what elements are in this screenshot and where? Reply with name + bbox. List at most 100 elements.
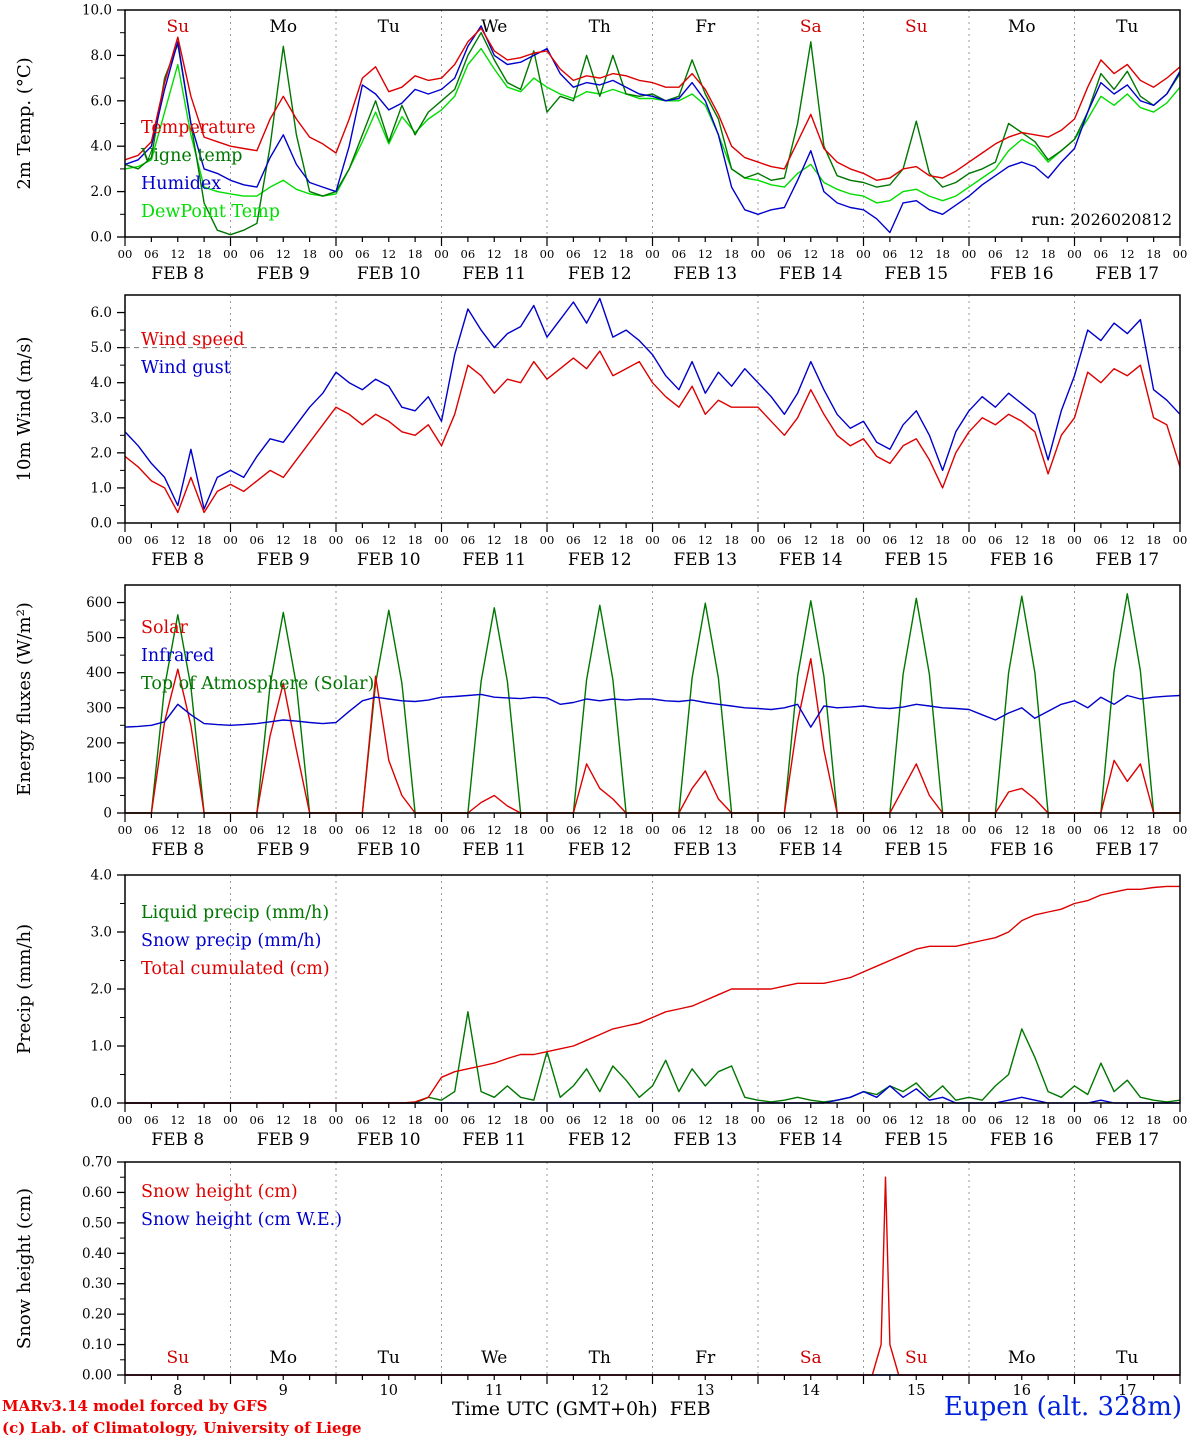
month-label: FEB	[669, 1398, 711, 1420]
x-day-label: FEB 9	[257, 840, 310, 860]
x-day-label: FEB 10	[357, 550, 421, 570]
x-hour-label: 12	[698, 823, 713, 837]
x-day-label: FEB 15	[884, 840, 948, 860]
x-daynum-label: 12	[591, 1383, 609, 1399]
x-hour-label: 12	[487, 533, 502, 547]
y-tick-label: 0.0	[91, 1096, 112, 1112]
x-hour-label: 18	[935, 823, 950, 837]
x-hour-label: 00	[223, 533, 238, 547]
legend-snow-height-cm-w-e-: Snow height (cm W.E.)	[141, 1210, 342, 1230]
x-hour-label: 00	[856, 1113, 871, 1127]
x-hour-label: 06	[461, 1113, 476, 1127]
y-tick-label: 8.0	[91, 48, 112, 64]
x-hour-label: 00	[1173, 247, 1188, 261]
day-name-bottom: Su	[166, 1348, 189, 1368]
x-hour-label: 06	[461, 823, 476, 837]
panel-1: 0.0 2.0 4.0 6.0 8.0 10.0 00 06 12 18 00 06 12 18 00 06 1…	[14, 3, 1187, 285]
x-hour-label: 00	[1067, 1113, 1082, 1127]
x-day-label: FEB 8	[151, 1130, 204, 1150]
x-hour-label: 00	[962, 533, 977, 547]
x-hour-label: 06	[355, 1113, 370, 1127]
x-hour-label: 18	[302, 823, 317, 837]
x-day-label: FEB 10	[357, 1130, 421, 1150]
day-name-bottom: We	[481, 1348, 507, 1368]
model-credit-line1: MARv3.14 model forced by GFS	[2, 1397, 268, 1415]
x-hour-label: 12	[698, 247, 713, 261]
y-tick-label: 2.0	[91, 445, 112, 461]
x-day-label: FEB 8	[151, 550, 204, 570]
x-day-label: FEB 10	[357, 840, 421, 860]
x-hour-label: 00	[118, 247, 133, 261]
x-day-label: FEB 11	[462, 1130, 526, 1150]
y-tick-label: 6.0	[91, 93, 112, 109]
legend-wind-speed: Wind speed	[141, 330, 244, 350]
x-day-label: FEB 15	[884, 550, 948, 570]
x-day-label: FEB 17	[1095, 550, 1159, 570]
x-hour-label: 12	[381, 823, 396, 837]
x-hour-label: 06	[566, 247, 581, 261]
x-hour-label: 00	[751, 247, 766, 261]
x-hour-label: 06	[883, 823, 898, 837]
y-tick-label: 4.0	[91, 375, 112, 391]
x-hour-label: 00	[751, 533, 766, 547]
x-hour-label: 12	[909, 533, 924, 547]
x-hour-label: 00	[540, 1113, 555, 1127]
x-hour-label: 00	[1067, 533, 1082, 547]
x-day-label: FEB 8	[151, 264, 204, 284]
y-tick-label: 10.0	[82, 3, 112, 19]
x-hour-label: 00	[434, 823, 449, 837]
day-name-bottom: Mo	[1008, 1348, 1036, 1368]
x-day-label: FEB 12	[568, 550, 632, 570]
x-day-label: FEB 9	[257, 264, 310, 284]
x-day-label: FEB 13	[673, 550, 737, 570]
legend-infrared: Infrared	[141, 646, 214, 666]
y-tick-label: 400	[86, 665, 112, 681]
x-hour-label: 18	[1041, 533, 1056, 547]
x-hour-label: 00	[329, 247, 344, 261]
x-hour-label: 18	[1146, 1113, 1161, 1127]
x-hour-label: 06	[355, 247, 370, 261]
x-hour-label: 06	[883, 533, 898, 547]
x-hour-label: 12	[698, 1113, 713, 1127]
model-credit-line2: (c) Lab. of Climatology, University of L…	[2, 1418, 362, 1437]
x-day-label: FEB 9	[257, 1130, 310, 1150]
x-hour-label: 12	[698, 533, 713, 547]
x-hour-label: 18	[513, 823, 528, 837]
x-hour-label: 00	[118, 533, 133, 547]
x-hour-label: 00	[751, 823, 766, 837]
x-axis-title: Time UTC (GMT+0h) FEB	[452, 1398, 711, 1420]
legend-dewpoint-temp: DewPoint Temp	[141, 202, 280, 222]
legend-wind-gust: Wind gust	[141, 358, 231, 378]
y-axis-title: Energy fluxes (W/m²)	[14, 602, 35, 796]
x-hour-label: 06	[777, 533, 792, 547]
y-tick-label: 2.0	[91, 982, 112, 998]
legend-temperature: Temperature	[141, 118, 256, 138]
x-hour-label: 18	[408, 1113, 423, 1127]
x-hour-label: 12	[170, 247, 185, 261]
x-hour-label: 12	[1014, 533, 1029, 547]
x-hour-label: 00	[645, 533, 660, 547]
y-tick-label: 0.0	[91, 230, 112, 246]
day-name-bottom: Th	[589, 1348, 611, 1368]
day-name-bottom: Fr	[695, 1348, 716, 1368]
x-hour-label: 06	[355, 823, 370, 837]
y-tick-label: 300	[86, 700, 112, 716]
x-hour-label: 00	[962, 247, 977, 261]
x-hour-label: 00	[1067, 823, 1082, 837]
x-day-label: FEB 14	[779, 264, 843, 284]
x-hour-label: 00	[540, 533, 555, 547]
x-hour-label: 12	[909, 823, 924, 837]
x-hour-label: 00	[645, 823, 660, 837]
x-day-label: FEB 17	[1095, 1130, 1159, 1150]
day-name-top: Su	[166, 17, 189, 37]
x-day-label: FEB 9	[257, 550, 310, 570]
x-day-label: FEB 16	[990, 840, 1054, 860]
day-name-bottom: Su	[905, 1348, 928, 1368]
x-hour-label: 12	[1014, 247, 1029, 261]
x-daynum-label: 16	[1013, 1383, 1031, 1399]
x-hour-label: 12	[592, 1113, 607, 1127]
legend-vigne-temp: Vigne temp	[140, 146, 243, 166]
series-dewpoint-temp-line	[124, 47, 1181, 204]
y-tick-label: 4.0	[91, 868, 112, 884]
